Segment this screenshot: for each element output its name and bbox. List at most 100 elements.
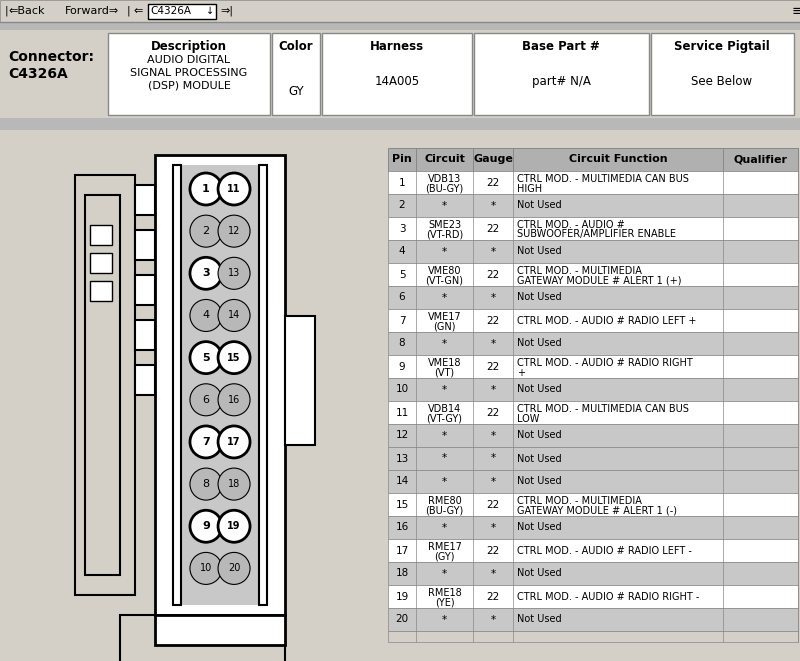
Text: *: *: [490, 522, 495, 533]
Circle shape: [218, 299, 250, 331]
Text: CTRL MOD. - AUDIO #: CTRL MOD. - AUDIO #: [517, 220, 625, 230]
Bar: [388, 217, 798, 240]
Text: RME18: RME18: [428, 588, 462, 598]
Text: CTRL MOD. - MULTIMEDIA CAN BUS: CTRL MOD. - MULTIMEDIA CAN BUS: [517, 404, 689, 414]
Text: RME80: RME80: [428, 496, 462, 506]
Text: ⇐Back: ⇐Back: [8, 6, 45, 16]
Text: 10: 10: [200, 563, 212, 573]
Bar: [85, 195, 120, 575]
Text: 12: 12: [395, 430, 409, 440]
Circle shape: [218, 173, 250, 205]
Bar: [388, 240, 798, 263]
Text: 8: 8: [202, 479, 210, 489]
Text: See Below: See Below: [691, 75, 753, 88]
Text: 5: 5: [398, 270, 406, 280]
Circle shape: [190, 257, 222, 290]
Text: Not Used: Not Used: [517, 430, 562, 440]
Bar: [388, 539, 798, 562]
Text: VDB14: VDB14: [428, 404, 461, 414]
Text: 12: 12: [228, 226, 240, 236]
Bar: [388, 355, 798, 378]
Text: 2: 2: [398, 200, 406, 210]
Bar: [285, 316, 315, 445]
Text: 4: 4: [202, 311, 210, 321]
Text: 17: 17: [227, 437, 241, 447]
Text: VME80: VME80: [428, 266, 462, 276]
Text: Service Pigtail: Service Pigtail: [674, 40, 770, 53]
Text: 13: 13: [395, 453, 409, 463]
Text: 22: 22: [486, 362, 500, 371]
Text: 9: 9: [398, 362, 406, 371]
Bar: [388, 562, 798, 585]
Text: Not Used: Not Used: [517, 522, 562, 533]
Text: *: *: [490, 293, 495, 303]
Text: *: *: [442, 477, 447, 486]
Text: (GN): (GN): [434, 321, 456, 332]
Text: *: *: [442, 568, 447, 578]
Text: 3: 3: [398, 223, 406, 233]
Text: 2: 2: [202, 226, 210, 236]
Text: *: *: [490, 615, 495, 625]
Bar: [108, 33, 270, 115]
Text: (BU-GY): (BU-GY): [426, 184, 464, 194]
Bar: [155, 155, 285, 615]
Text: ⇐: ⇐: [133, 6, 142, 16]
Text: Color: Color: [278, 40, 314, 53]
Circle shape: [218, 468, 250, 500]
Text: *: *: [442, 430, 447, 440]
Text: 20: 20: [228, 563, 240, 573]
Bar: [0, 30, 800, 118]
Text: VDB13: VDB13: [428, 174, 461, 184]
Bar: [388, 516, 798, 539]
Text: ⇒|: ⇒|: [220, 6, 233, 17]
Text: *: *: [442, 200, 447, 210]
Text: CTRL MOD. - AUDIO # RADIO RIGHT -: CTRL MOD. - AUDIO # RADIO RIGHT -: [517, 592, 699, 602]
Circle shape: [218, 426, 250, 458]
Text: 22: 22: [486, 223, 500, 233]
Text: 22: 22: [486, 178, 500, 188]
Circle shape: [218, 342, 250, 373]
Circle shape: [190, 553, 222, 584]
Text: 6: 6: [202, 395, 210, 405]
Text: GY: GY: [288, 85, 304, 98]
Text: 18: 18: [395, 568, 409, 578]
Bar: [181, 165, 259, 605]
Text: 18: 18: [228, 479, 240, 489]
Text: Not Used: Not Used: [517, 200, 562, 210]
Text: *: *: [442, 615, 447, 625]
Text: |: |: [127, 6, 130, 17]
Bar: [388, 424, 798, 447]
Circle shape: [218, 257, 250, 290]
Bar: [388, 608, 798, 631]
Text: *: *: [442, 385, 447, 395]
Text: SIGNAL PROCESSING: SIGNAL PROCESSING: [130, 68, 248, 78]
Bar: [75, 175, 135, 595]
Text: 15: 15: [227, 352, 241, 363]
Bar: [272, 33, 320, 115]
Text: CTRL MOD. - AUDIO # RADIO RIGHT: CTRL MOD. - AUDIO # RADIO RIGHT: [517, 358, 693, 368]
Bar: [388, 447, 798, 470]
Bar: [90, 225, 112, 245]
Circle shape: [218, 384, 250, 416]
Text: 4: 4: [398, 247, 406, 256]
Text: 19: 19: [395, 592, 409, 602]
Bar: [259, 165, 267, 605]
Text: GATEWAY MODULE # ALERT 1 (-): GATEWAY MODULE # ALERT 1 (-): [517, 506, 677, 516]
Text: Gauge: Gauge: [473, 155, 513, 165]
Circle shape: [218, 215, 250, 247]
Text: 14: 14: [228, 311, 240, 321]
Circle shape: [190, 384, 222, 416]
Text: CTRL MOD. - MULTIMEDIA: CTRL MOD. - MULTIMEDIA: [517, 266, 642, 276]
Text: 1: 1: [398, 178, 406, 188]
Text: 3: 3: [202, 268, 210, 278]
Text: 7: 7: [202, 437, 210, 447]
Text: Not Used: Not Used: [517, 615, 562, 625]
Text: (BU-GY): (BU-GY): [426, 506, 464, 516]
Circle shape: [218, 553, 250, 584]
Text: 22: 22: [486, 270, 500, 280]
Text: 8: 8: [398, 338, 406, 348]
Text: 1: 1: [202, 184, 210, 194]
Text: 20: 20: [395, 615, 409, 625]
Text: ≡: ≡: [792, 4, 800, 18]
Bar: [388, 309, 798, 332]
